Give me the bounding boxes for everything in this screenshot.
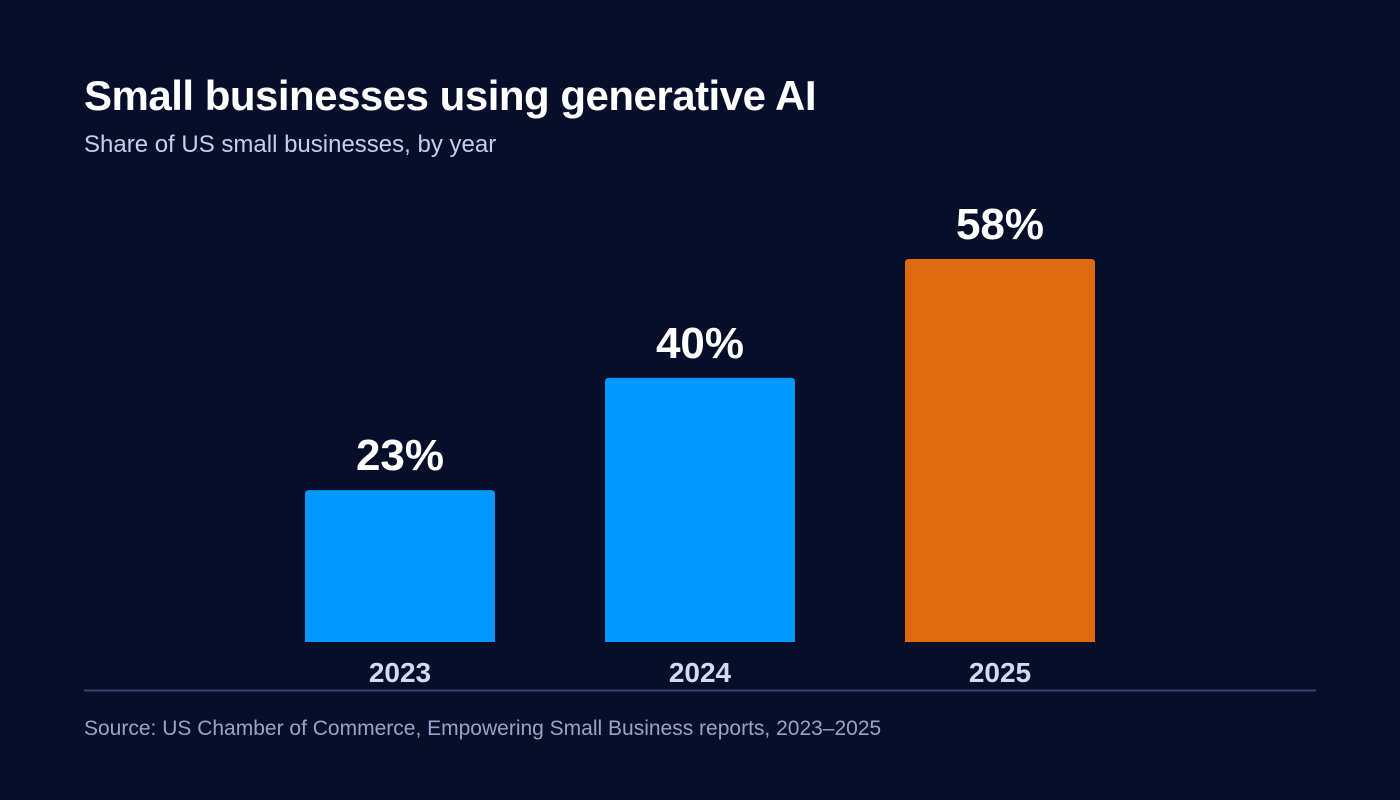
x-tick-label-2024: 2024 bbox=[669, 657, 732, 688]
chart-subtitle: Share of US small businesses, by year bbox=[84, 131, 497, 158]
bar-chart: 23% 2023 40% 2024 58% 2025 bbox=[84, 200, 1316, 692]
data-label-2024: 40% bbox=[656, 319, 744, 368]
data-label-2023: 23% bbox=[356, 431, 444, 480]
data-label-2025: 58% bbox=[956, 200, 1044, 249]
bar-2023 bbox=[305, 490, 495, 642]
bar-2024 bbox=[605, 377, 795, 642]
x-tick-label-2025: 2025 bbox=[969, 657, 1031, 688]
source-note: Source: US Chamber of Commerce, Empoweri… bbox=[84, 717, 882, 740]
bar-2025 bbox=[905, 259, 1095, 642]
chart-title: Small businesses using generative AI bbox=[84, 72, 817, 119]
x-tick-label-2023: 2023 bbox=[369, 657, 431, 688]
